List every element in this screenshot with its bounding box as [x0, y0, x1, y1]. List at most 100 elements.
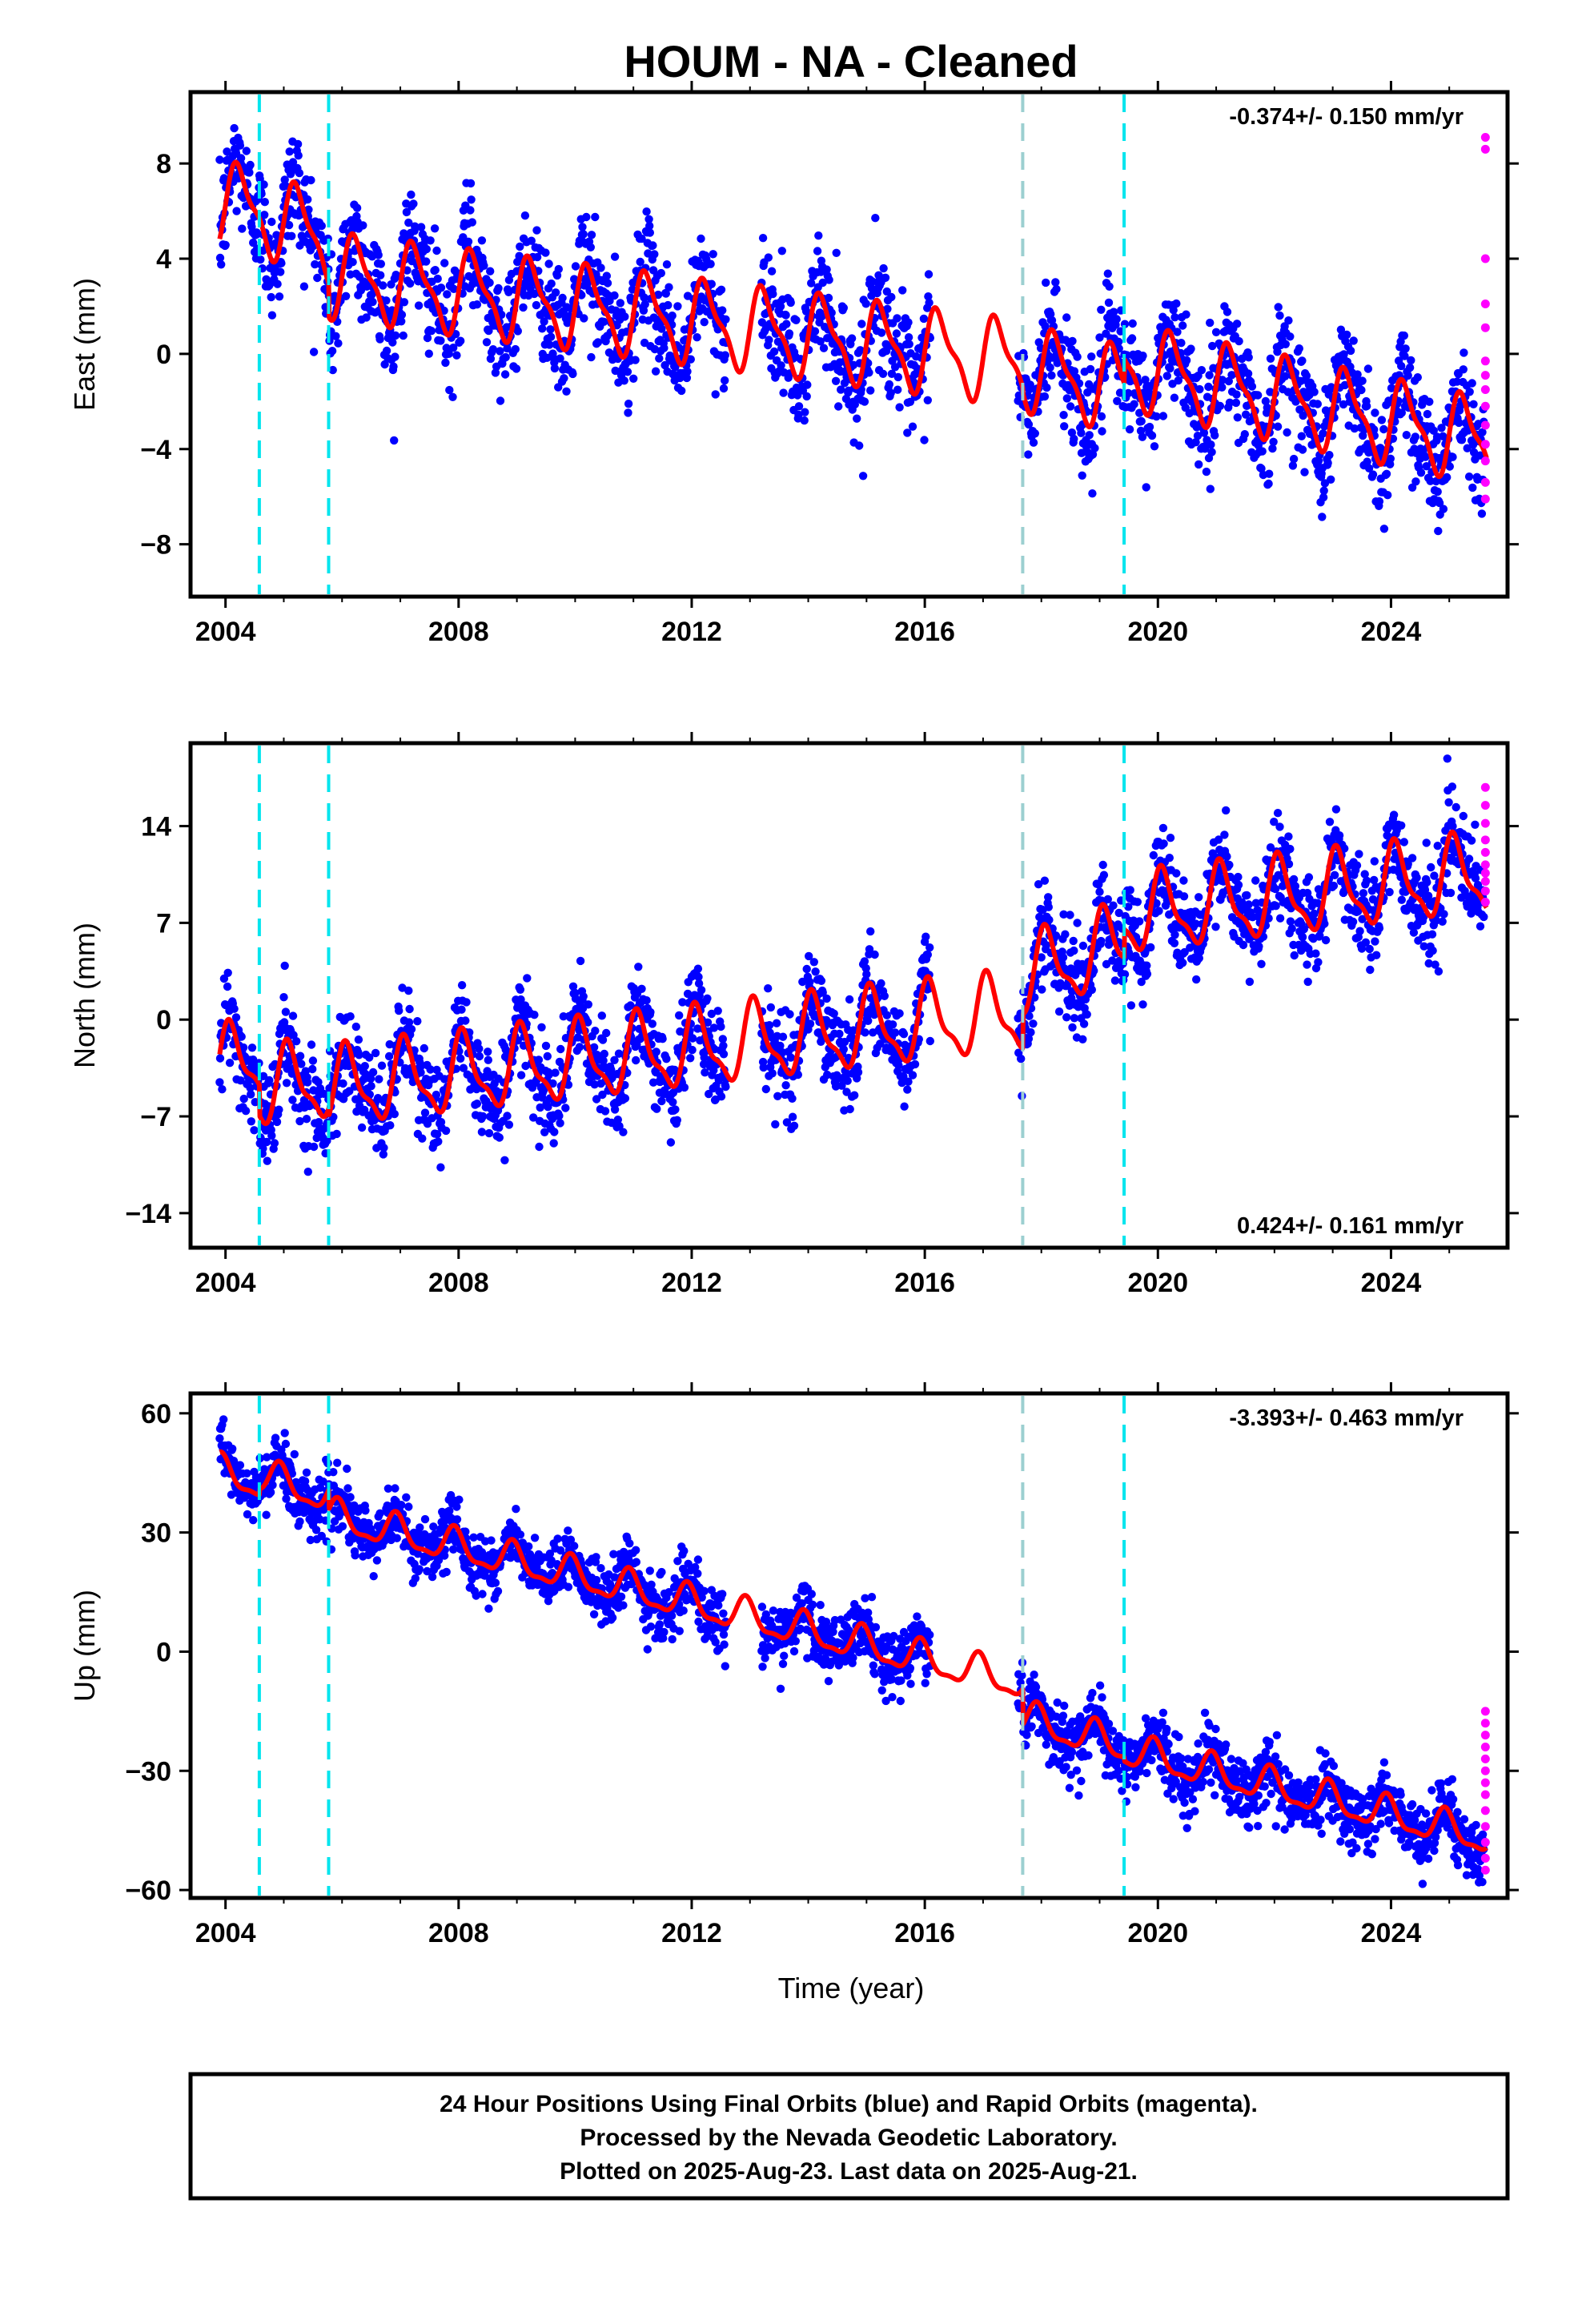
north-final-point	[657, 1096, 666, 1106]
east-final-point	[794, 402, 804, 411]
east-final-point	[893, 372, 903, 382]
east-final-point	[422, 257, 431, 266]
north-final-point	[1070, 946, 1078, 955]
east-final-point	[814, 231, 823, 240]
north-final-point	[579, 992, 588, 1001]
north-rapid-point	[1480, 801, 1490, 810]
east-final-point	[1371, 408, 1379, 417]
north-final-point	[472, 1100, 482, 1108]
north-final-point	[390, 1109, 399, 1119]
north-y-tick-label: −14	[125, 1199, 171, 1229]
east-final-point	[1067, 428, 1077, 437]
north-final-point	[1243, 891, 1251, 900]
north-final-point	[537, 1023, 546, 1032]
east-final-point	[1382, 469, 1391, 478]
east-final-point	[552, 271, 562, 280]
north-final-point	[1366, 965, 1375, 975]
east-final-point	[1085, 431, 1094, 440]
east-final-point	[1235, 336, 1243, 346]
north-final-point	[302, 1115, 311, 1124]
east-final-point	[367, 252, 377, 261]
north-final-point	[1303, 977, 1312, 987]
east-final-point	[1150, 442, 1159, 451]
east-final-point	[591, 212, 600, 222]
north-final-point	[662, 1055, 671, 1063]
east-final-point	[1240, 430, 1250, 439]
north-final-point	[652, 1104, 661, 1113]
east-final-point	[562, 387, 571, 396]
east-final-point	[664, 300, 673, 310]
east-final-point	[1137, 416, 1146, 426]
north-final-point	[1257, 959, 1266, 969]
east-final-point	[547, 279, 556, 288]
east-y-tick-label: −4	[140, 435, 171, 465]
east-final-point	[885, 380, 894, 389]
east-final-point	[903, 428, 912, 437]
north-final-point	[1098, 860, 1107, 870]
east-final-point	[1258, 447, 1267, 456]
east-final-point	[1103, 269, 1113, 278]
north-final-point	[367, 1082, 375, 1091]
east-final-point	[1207, 440, 1215, 449]
east-final-point	[1030, 429, 1040, 438]
east-final-point	[560, 374, 568, 383]
north-final-point	[1058, 953, 1068, 962]
north-final-point	[516, 985, 525, 995]
east-final-point	[259, 180, 268, 189]
east-final-point	[1052, 284, 1061, 294]
east-final-point	[1368, 470, 1378, 479]
north-final-point	[761, 1084, 770, 1094]
east-final-point	[280, 175, 289, 184]
east-final-point	[801, 408, 809, 416]
north-final-point	[1397, 821, 1406, 830]
east-final-point	[230, 123, 239, 133]
north-final-point	[292, 1037, 301, 1046]
east-final-point	[620, 312, 629, 321]
east-final-point	[215, 253, 225, 263]
east-final-point	[284, 220, 294, 230]
north-x-tick-label: 2020	[1127, 1268, 1188, 1298]
east-final-point	[693, 333, 701, 342]
north-final-point	[822, 994, 831, 1003]
north-final-point	[890, 1028, 900, 1037]
north-final-point	[768, 1069, 777, 1078]
east-final-point	[1177, 339, 1186, 348]
east-final-point	[443, 290, 452, 299]
east-final-point	[546, 332, 556, 341]
east-final-point	[776, 302, 785, 311]
north-final-point	[689, 1034, 697, 1043]
east-final-point	[767, 267, 777, 275]
east-final-point	[673, 302, 682, 311]
north-final-point	[339, 1079, 347, 1088]
east-final-point	[1211, 328, 1221, 336]
north-final-point	[620, 1094, 630, 1103]
north-final-point	[697, 986, 706, 995]
north-final-point	[1244, 900, 1253, 909]
east-final-point	[856, 346, 865, 355]
north-final-point	[265, 1076, 274, 1085]
east-final-point	[1114, 337, 1123, 346]
east-final-point	[810, 327, 820, 336]
north-final-point	[530, 1011, 539, 1019]
east-final-point	[1268, 444, 1277, 453]
east-final-point	[697, 234, 705, 243]
east-final-point	[1469, 400, 1478, 408]
east-final-point	[516, 242, 524, 251]
north-final-point	[903, 1085, 912, 1094]
east-final-point	[331, 332, 340, 340]
north-final-point	[456, 1054, 465, 1063]
east-final-point	[706, 259, 715, 268]
north-final-point	[1026, 1027, 1035, 1037]
north-final-point	[354, 1035, 363, 1044]
north-final-point	[1149, 850, 1158, 860]
east-final-point	[448, 392, 457, 401]
east-final-point	[777, 361, 785, 370]
east-final-point	[388, 338, 397, 347]
east-final-point	[651, 367, 661, 376]
north-final-point	[1399, 838, 1409, 846]
north-final-point	[500, 1156, 509, 1165]
east-final-point	[1319, 493, 1328, 502]
east-final-point	[1310, 388, 1319, 396]
north-final-point	[250, 1126, 259, 1135]
